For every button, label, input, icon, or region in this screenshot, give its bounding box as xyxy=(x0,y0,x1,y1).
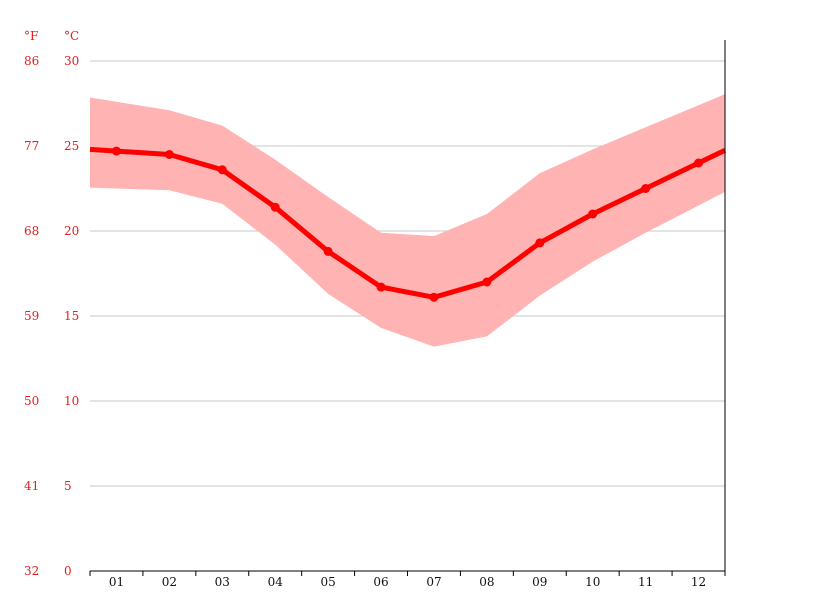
x-tick-label: 10 xyxy=(585,575,600,589)
y-tick-label-f: 41 xyxy=(24,479,39,493)
y-tick-label-f: 32 xyxy=(24,564,39,578)
x-tick-label: 07 xyxy=(426,575,441,589)
y-tick-label-f: 86 xyxy=(24,54,39,68)
x-tick-label: 08 xyxy=(479,575,494,589)
x-tick-label: 03 xyxy=(215,575,230,589)
mean-temperature-point xyxy=(217,165,227,175)
y-tick-label-c: 15 xyxy=(64,309,79,323)
mean-temperature-point xyxy=(482,277,492,287)
x-tick-label: 05 xyxy=(320,575,335,589)
mean-temperature-point xyxy=(164,150,174,159)
mean-temperature-point xyxy=(111,146,121,156)
x-tick-label: 11 xyxy=(638,575,653,589)
celsius-unit-label: °C xyxy=(64,29,79,43)
mean-temperature-point xyxy=(535,238,545,248)
x-tick-label: 09 xyxy=(532,575,547,589)
x-tick-label: 12 xyxy=(691,575,706,589)
mean-temperature-point xyxy=(270,202,280,212)
y-tick-label-c: 5 xyxy=(64,479,72,493)
x-tick-label: 01 xyxy=(109,575,124,589)
y-tick-label-c: 20 xyxy=(64,224,79,238)
y-tick-label-c: 25 xyxy=(64,139,79,153)
x-tick-label: 06 xyxy=(373,575,388,589)
mean-temperature-point xyxy=(429,292,439,302)
x-tick-label: 04 xyxy=(268,575,284,589)
mean-temperature-point xyxy=(641,184,651,193)
mean-temperature-point xyxy=(588,209,598,219)
x-tick-label: 02 xyxy=(162,575,177,589)
y-tick-label-c: 30 xyxy=(64,54,79,68)
y-tick-label-f: 68 xyxy=(24,224,39,238)
y-tick-label-c: 0 xyxy=(64,564,72,578)
y-tick-label-f: 59 xyxy=(24,309,39,323)
y-tick-label-c: 10 xyxy=(64,394,79,408)
mean-temperature-point xyxy=(694,158,704,168)
y-tick-label-f: 77 xyxy=(24,139,39,153)
mean-temperature-line xyxy=(89,146,727,300)
y-tick-label-f: 50 xyxy=(24,394,39,408)
mean-temperature-point xyxy=(323,246,333,256)
mean-temperature-point xyxy=(376,282,386,292)
temperature-range-band xyxy=(90,94,725,347)
fahrenheit-unit-label: °F xyxy=(24,29,38,43)
